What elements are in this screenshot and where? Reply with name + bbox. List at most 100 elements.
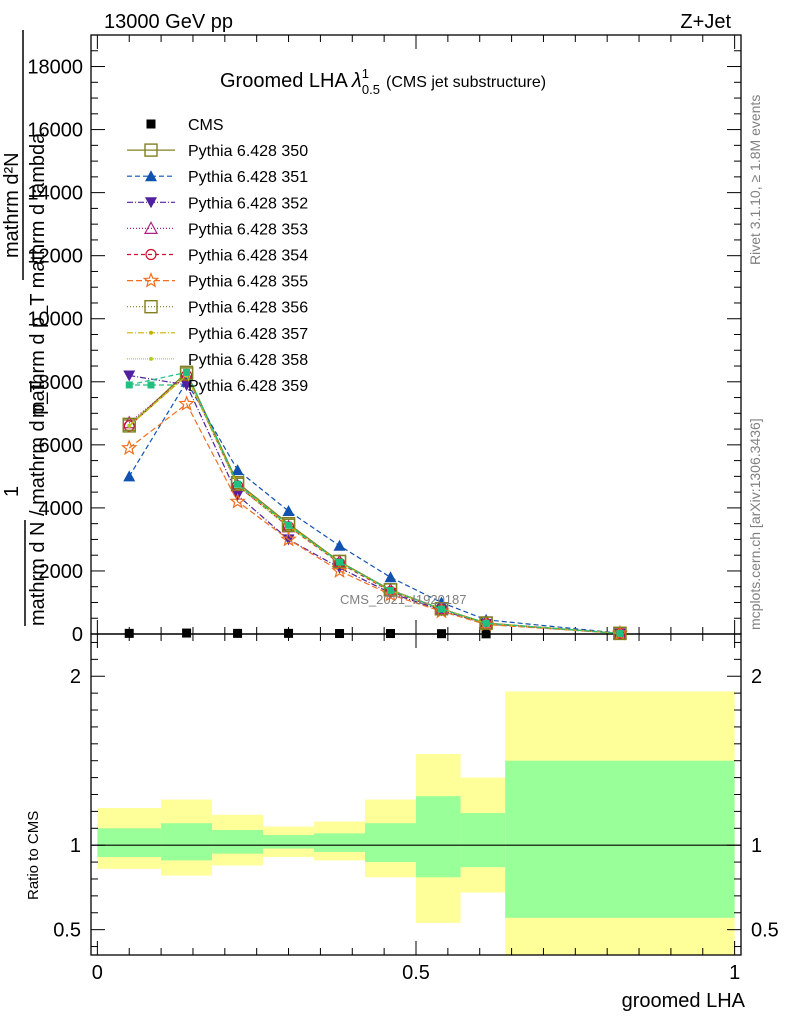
legend-marker-1 <box>144 143 158 157</box>
legend-marker-2 <box>145 170 157 182</box>
data-point <box>182 628 192 638</box>
ratio-x-tick-label: 1 <box>729 962 740 984</box>
series-7 <box>122 367 627 641</box>
ratio-y-tick-label: 1 <box>70 835 81 857</box>
data-point <box>436 629 446 639</box>
data-point <box>127 423 132 428</box>
main-y-tick-label: 14000 <box>27 183 83 205</box>
legend-label-10: Pythia 6.428 359 <box>188 378 308 395</box>
main-y-axis-label: mathrm d²N mathrm d p_T mathrm d lambda … <box>1 30 49 626</box>
legend-label-2: Pythia 6.428 351 <box>188 169 308 186</box>
data-point <box>231 464 244 476</box>
data-point <box>233 628 243 638</box>
legend-marker-5 <box>145 248 157 261</box>
data-point <box>183 368 191 376</box>
data-point <box>386 629 396 639</box>
ratio-y-tick-label-right: 1 <box>751 835 762 857</box>
main-y-tick-label: 2000 <box>39 561 84 583</box>
inner-band-6 <box>416 796 461 878</box>
analysis-watermark: CMS_2021_I1920187 <box>340 592 467 607</box>
data-point <box>285 521 293 529</box>
inner-band-0 <box>97 828 162 858</box>
data-point <box>229 492 246 509</box>
legend-label-9: Pythia 6.428 358 <box>188 352 308 369</box>
svg-text:mathrm d N / mathrm d p_T: mathrm d N / mathrm d p_T <box>27 380 49 626</box>
legend-label-0: CMS <box>188 117 224 134</box>
series-line-6 <box>128 402 620 634</box>
data-point <box>331 562 348 578</box>
series-line-9 <box>128 374 620 634</box>
data-point <box>383 583 398 597</box>
legend-marker-0 <box>146 119 156 129</box>
x-axis-label: groomed LHA <box>622 990 746 1012</box>
main-y-tick-label: 6000 <box>39 435 84 457</box>
legend: CMS Pythia 6.428 350 Pythia 6.428 351 Pythi… <box>127 117 308 395</box>
data-point <box>437 605 445 613</box>
ratio-y-tick-label: 2 <box>70 666 81 688</box>
series-10 <box>125 368 624 637</box>
energy-label: 13000 GeV pp <box>104 11 233 33</box>
inner-band-1 <box>161 823 213 861</box>
ratio-x-tick-label: 0.5 <box>402 962 430 984</box>
process-label: Z+Jet <box>680 11 731 33</box>
data-point <box>123 470 136 482</box>
series-layer <box>120 365 629 641</box>
data-point <box>120 439 138 456</box>
legend-label-3: Pythia 6.428 352 <box>188 195 308 212</box>
legend-marker-10 <box>147 381 155 389</box>
svg-text:mathrm d²N: mathrm d²N <box>1 152 23 258</box>
legend-marker-9 <box>149 356 153 361</box>
data-point <box>234 480 242 488</box>
main-y-tick-label: 12000 <box>27 246 83 268</box>
data-point <box>434 602 449 616</box>
legend-marker-4 <box>143 221 159 234</box>
inner-band-3 <box>263 835 315 849</box>
data-point <box>281 518 296 532</box>
data-point <box>482 619 490 627</box>
inner-band-5 <box>365 823 416 863</box>
main-y-tick-label: 8000 <box>39 372 84 394</box>
data-point <box>336 558 344 566</box>
legend-label-4: Pythia 6.428 353 <box>188 221 308 238</box>
svg-text:mathrm d p_T mathrm d lambda: mathrm d p_T mathrm d lambda <box>27 132 49 418</box>
data-point <box>124 628 134 638</box>
legend-label-8: Pythia 6.428 357 <box>188 326 308 343</box>
legend-label-6: Pythia 6.428 355 <box>188 274 308 291</box>
ratio-panel-frame <box>90 633 742 956</box>
data-point <box>616 629 624 637</box>
data-point <box>230 477 245 491</box>
legend-marker-6 <box>142 271 160 288</box>
main-y-tick-label: 10000 <box>27 309 83 331</box>
main-y-tick-label: 4000 <box>39 498 84 520</box>
legend-label-1: Pythia 6.428 350 <box>188 143 308 160</box>
inner-band-8 <box>505 760 735 918</box>
ratio-y-tick-label-right: 0.5 <box>751 920 779 942</box>
plot-title: Groomed LHA λ1 0.5 (CMS jet substructure) <box>220 66 546 97</box>
series-line-10 <box>129 371 620 634</box>
main-y-tick-label: 18000 <box>27 57 83 79</box>
svg-text:1: 1 <box>1 486 23 497</box>
ratio-uncertainty-bands <box>97 691 735 955</box>
legend-label-7: Pythia 6.428 356 <box>188 300 308 317</box>
inner-band-2 <box>212 829 264 854</box>
data-point <box>280 530 297 547</box>
legend-label-5: Pythia 6.428 354 <box>188 248 308 265</box>
data-point <box>284 628 294 638</box>
data-point <box>123 370 136 382</box>
inner-band-4 <box>314 833 366 852</box>
series-6 <box>120 395 629 641</box>
ratio-y-tick-label: 0.5 <box>53 920 81 942</box>
data-point <box>384 571 397 583</box>
data-point <box>387 586 395 594</box>
data-point <box>479 616 493 630</box>
data-point <box>332 554 347 569</box>
data-point <box>122 417 136 432</box>
main-y-tick-label: 0 <box>72 624 83 646</box>
tick-labels: 0 2000 4000 6000 8000 10000 12000 14000 16000 180… <box>27 57 778 984</box>
mcplots-reference-label: mcplots.cern.ch [arXiv:1306.3436] <box>747 418 763 630</box>
legend-marker-8 <box>149 330 153 335</box>
data-point <box>333 539 346 551</box>
data-point <box>282 505 295 517</box>
ratio-y-tick-label-right: 2 <box>751 666 762 688</box>
